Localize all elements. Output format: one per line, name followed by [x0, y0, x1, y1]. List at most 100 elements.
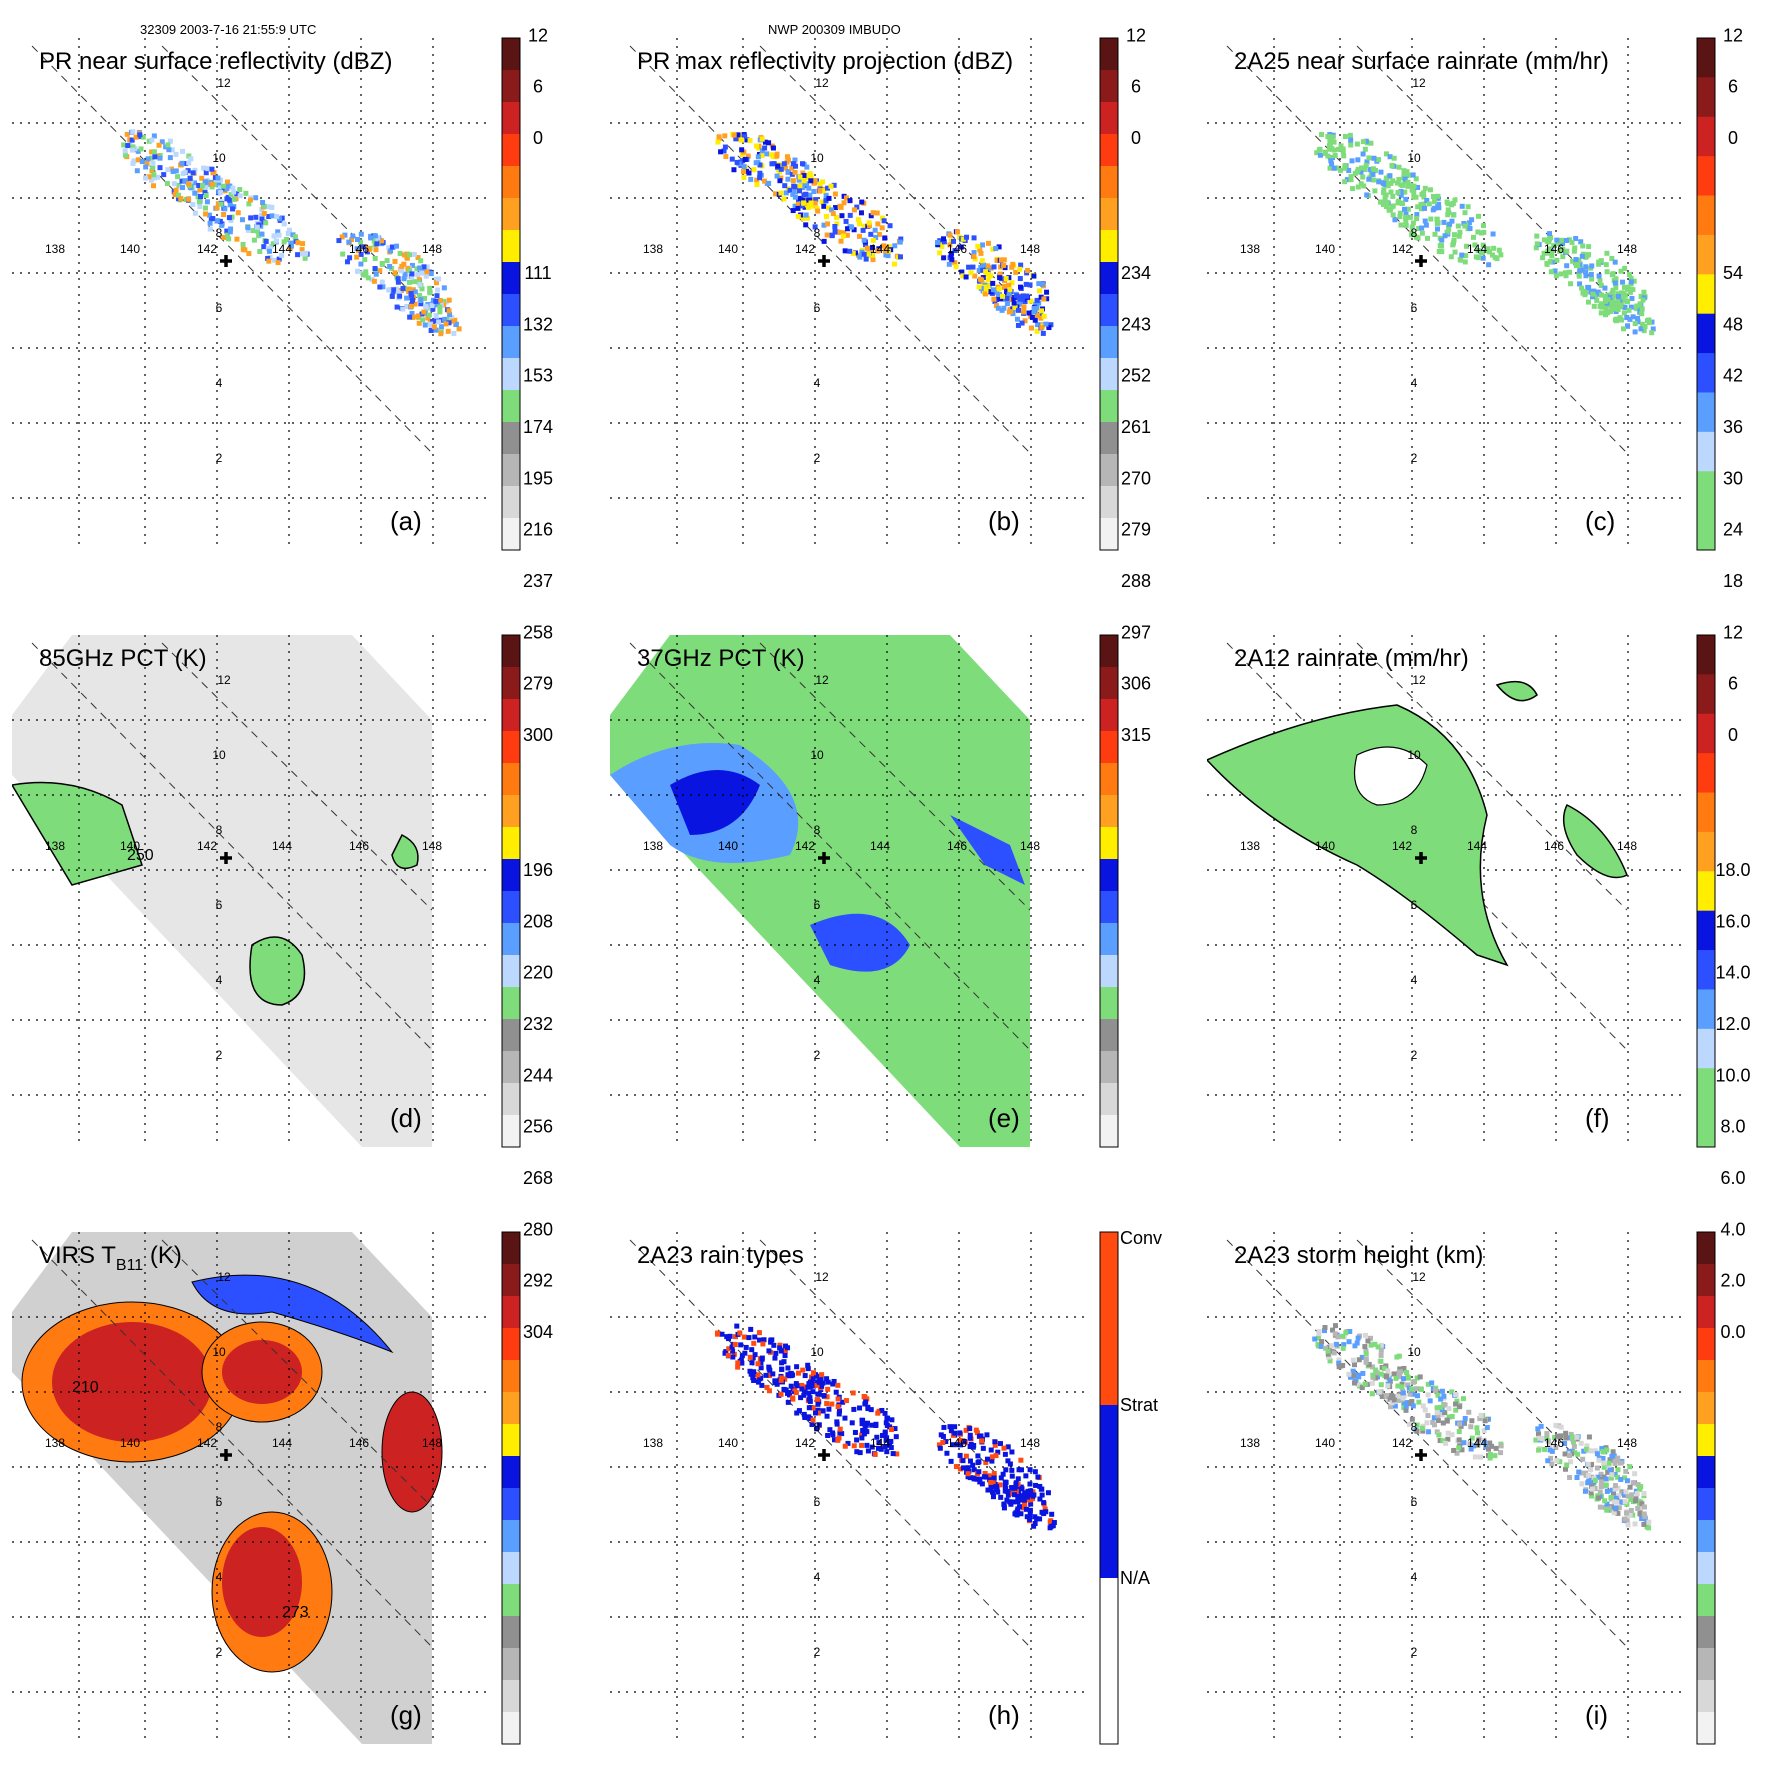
- rain-pixel: [1382, 195, 1388, 201]
- rain-pixel: [1436, 1432, 1442, 1438]
- header-center: NWP 200309 IMBUDO: [768, 22, 901, 37]
- rain-pixel: [747, 1368, 753, 1374]
- rain-pixel: [1475, 255, 1481, 261]
- colorbar-segment: [502, 486, 520, 519]
- colorbar-segment: [502, 1680, 520, 1713]
- rain-pixel: [398, 268, 404, 274]
- panel-tag: (f): [1585, 1103, 1610, 1133]
- rain-pixel: [1563, 1430, 1569, 1436]
- rain-pixel: [821, 1393, 827, 1399]
- rain-pixel: [1370, 1364, 1376, 1370]
- rain-pixel: [843, 195, 849, 201]
- rain-pixel: [171, 181, 177, 187]
- rain-pixel: [1397, 1397, 1403, 1403]
- colorbar-label: Strat: [1120, 1395, 1158, 1415]
- rain-pixel: [409, 262, 415, 268]
- rain-pixel: [982, 291, 988, 297]
- colorbar-segment: [502, 1584, 520, 1617]
- rain-pixel: [1472, 242, 1478, 248]
- rain-pixel: [1602, 1504, 1608, 1510]
- rain-pixel: [1396, 1353, 1402, 1359]
- rain-pixel: [1596, 261, 1602, 267]
- rain-pixel: [802, 1373, 808, 1379]
- rain-pixel: [396, 289, 402, 295]
- rain-pixel: [415, 313, 421, 319]
- rain-pixel: [134, 168, 140, 174]
- rain-pixel: [778, 1391, 784, 1397]
- rain-pixel: [967, 1432, 973, 1438]
- rain-pixel: [1616, 1493, 1622, 1499]
- rain-pixel: [1422, 185, 1428, 191]
- rain-pixel: [1480, 242, 1486, 248]
- rain-pixel: [441, 285, 447, 291]
- rain-pixel: [190, 170, 196, 176]
- rain-pixel: [1486, 1446, 1492, 1452]
- rain-pixel: [221, 212, 227, 218]
- rain-pixel: [205, 166, 211, 172]
- rain-pixel: [1399, 200, 1405, 206]
- rain-pixel: [812, 200, 818, 206]
- rain-pixel: [1607, 1457, 1613, 1463]
- rain-pixel: [762, 178, 768, 184]
- rain-pixel: [1637, 1505, 1643, 1511]
- rain-pixel: [1610, 298, 1616, 304]
- rain-pixel: [851, 207, 857, 213]
- y-tick-label: 6: [1411, 1495, 1418, 1509]
- colorbar-label: Conv: [1120, 1228, 1162, 1248]
- colorbar-segment: [502, 1488, 520, 1521]
- x-tick-label: 142: [795, 1436, 815, 1450]
- rain-pixel: [802, 1415, 808, 1421]
- rain-pixel: [748, 176, 754, 182]
- x-tick-label: 138: [45, 1436, 65, 1450]
- rain-pixel: [984, 1456, 990, 1462]
- colorbar-segment: [1697, 116, 1715, 157]
- rain-pixel: [1595, 1474, 1601, 1480]
- rain-pixel: [245, 225, 251, 231]
- rain-pixel: [839, 213, 845, 219]
- colorbar-segment: [502, 795, 520, 828]
- rain-pixel: [1329, 161, 1335, 167]
- colorbar-label: 0: [533, 128, 543, 148]
- x-tick-label: 146: [349, 1436, 369, 1450]
- rain-pixel: [739, 1360, 745, 1366]
- rain-pixel: [1034, 322, 1040, 328]
- rain-pixel: [733, 1334, 739, 1340]
- rain-pixel: [234, 191, 240, 197]
- rain-pixel: [773, 191, 779, 197]
- rain-pixel: [206, 212, 212, 218]
- rain-pixel: [826, 1406, 832, 1412]
- rain-pixel: [1006, 275, 1012, 281]
- colorbar-segment: [1697, 1296, 1715, 1329]
- rain-pixel: [994, 289, 1000, 295]
- rain-pixel: [1401, 172, 1407, 178]
- rain-pixel: [815, 208, 821, 214]
- rain-pixel: [1403, 1407, 1409, 1413]
- colorbar-label: 111: [524, 263, 551, 283]
- rain-pixel: [1385, 1383, 1391, 1389]
- rain-pixel: [1613, 285, 1619, 291]
- rain-pixel: [1547, 258, 1553, 264]
- rain-pixel: [739, 1353, 745, 1359]
- rain-pixel: [276, 256, 282, 262]
- rain-pixel: [1615, 1455, 1621, 1461]
- rain-pixel: [1424, 1420, 1430, 1426]
- rain-pixel: [1423, 222, 1429, 228]
- colorbar-segment: [1697, 635, 1715, 675]
- rain-pixel: [875, 221, 881, 227]
- rain-pixel: [203, 211, 209, 217]
- rain-pixel: [1435, 193, 1441, 199]
- rain-pixel: [1362, 1381, 1368, 1387]
- rain-pixel: [1489, 1443, 1495, 1449]
- rain-pixel: [1392, 1403, 1398, 1409]
- colorbar-segment: [1100, 1019, 1118, 1052]
- rain-pixel: [835, 1437, 841, 1443]
- rain-pixel: [137, 132, 143, 138]
- rain-pixel: [1415, 204, 1421, 210]
- rain-pixel: [882, 1430, 888, 1436]
- rain-pixel: [832, 223, 838, 229]
- rain-pixel: [884, 1449, 890, 1455]
- rain-pixel: [1459, 252, 1465, 258]
- colorbar-segment: [1697, 1392, 1715, 1425]
- colorbar-label: 232: [523, 1014, 553, 1034]
